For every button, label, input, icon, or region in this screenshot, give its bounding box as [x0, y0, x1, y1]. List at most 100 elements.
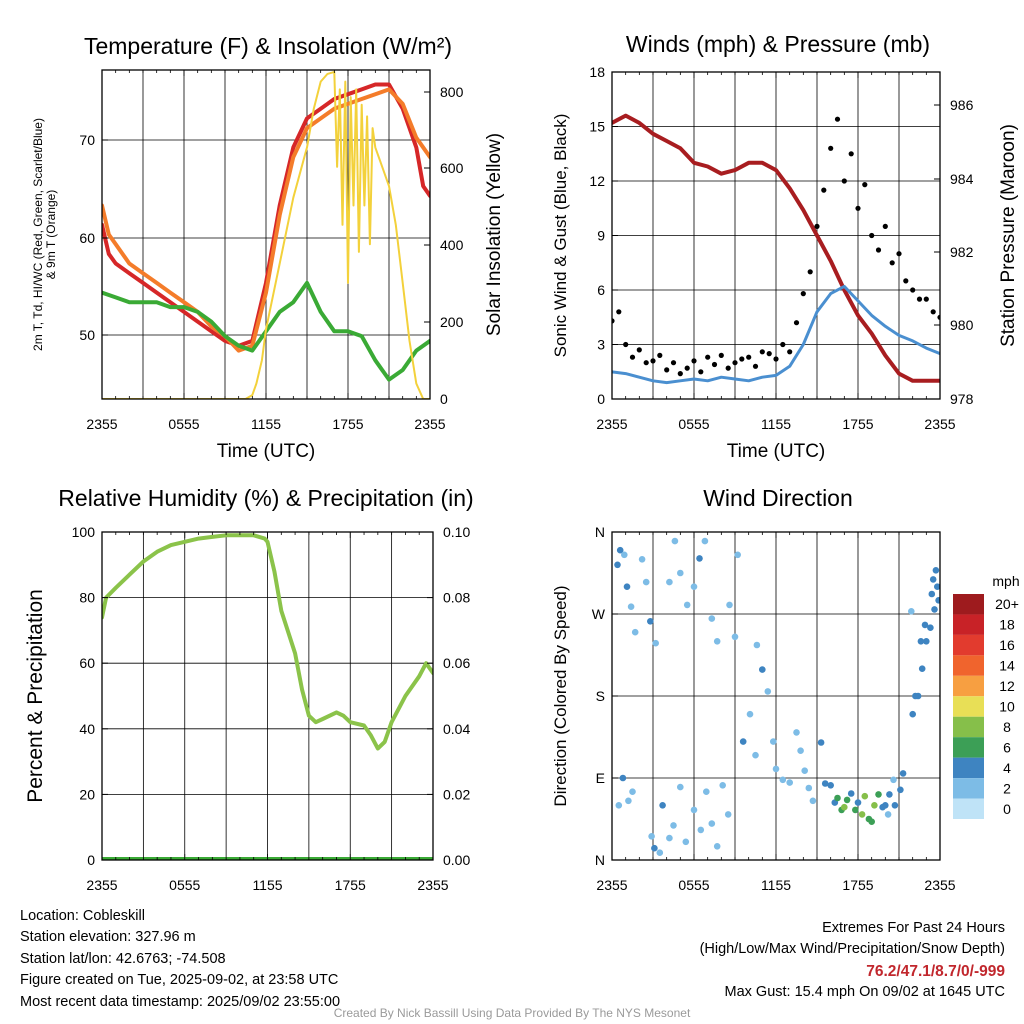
direction-point: [670, 822, 677, 829]
direction-point: [616, 546, 624, 554]
gust-point: [650, 358, 656, 364]
y-tick-label-left: E: [596, 770, 605, 786]
direction-point: [746, 710, 754, 718]
y-tick-label-right: 978: [950, 391, 974, 407]
direction-point: [797, 747, 804, 754]
gust-point: [793, 320, 800, 326]
x-tick-label: 1155: [251, 416, 281, 432]
colorbar-swatch: [953, 655, 984, 676]
direction-point: [921, 621, 929, 629]
x-tick-label: 1755: [335, 877, 366, 893]
direction-point: [772, 765, 780, 773]
direction-point: [786, 779, 793, 786]
direction-point: [726, 601, 733, 609]
gust-point: [855, 205, 861, 211]
x-tick-label: 1155: [252, 877, 282, 893]
direction-point: [666, 578, 673, 586]
direction-point: [648, 833, 655, 840]
direction-point: [724, 811, 732, 818]
y-tick-label-left: 3: [597, 337, 605, 353]
direction-point: [619, 774, 627, 782]
direction-point: [770, 738, 777, 745]
extremes-title: Extremes For Past 24 Hours: [822, 920, 1005, 936]
direction-point: [932, 567, 940, 574]
gust-point: [773, 356, 779, 362]
colorbar-label: 10: [999, 699, 1015, 715]
direction-point: [847, 790, 855, 797]
y-axis-label-left-line2: & 9m T (Orange): [44, 190, 58, 280]
y-axis-label-left: Sonic Wind & Gust (Blue, Black): [551, 114, 570, 358]
colorbar-label: 8: [1003, 719, 1011, 735]
series-line-0: [102, 533, 433, 751]
gust-point: [869, 232, 875, 239]
direction-point: [677, 569, 684, 577]
gust-point: [807, 269, 813, 275]
direction-point: [917, 638, 925, 645]
y-tick-label-left: 40: [79, 721, 95, 737]
direction-point: [805, 784, 813, 792]
y-tick-label-left: 50: [79, 327, 95, 343]
direction-point: [934, 583, 940, 590]
colorbar-swatch: [953, 696, 984, 717]
colorbar-swatch: [953, 614, 984, 635]
colorbar-label: 14: [999, 658, 1015, 674]
plot-winds-data: [612, 113, 940, 385]
gust-point: [732, 360, 738, 366]
direction-point: [708, 615, 716, 622]
y-axis-label-right: Station Pressure (Maroon): [998, 124, 1019, 347]
gust-point: [759, 349, 765, 355]
y-tick-label-left: 12: [589, 173, 605, 189]
direction-point: [625, 797, 632, 805]
direction-point: [713, 638, 721, 645]
y-axis-label-left: Direction (Colored By Speed): [551, 585, 570, 806]
panel-title-humidity: Relative Humidity (%) & Precipitation (i…: [58, 485, 473, 511]
y-tick-label-right: 986: [950, 97, 974, 113]
direction-point: [629, 788, 636, 795]
plot-humidity-data: [102, 533, 433, 860]
series-line-1: [102, 87, 430, 353]
direction-point: [615, 802, 623, 809]
x-tick-label: 2355: [596, 877, 627, 893]
colorbar-label: 12: [999, 678, 1015, 694]
direction-point: [935, 597, 940, 604]
y-tick-label-right: 984: [950, 171, 974, 187]
plot-temperature-data: [102, 70, 430, 399]
y-axis-label-left: Percent & Precipitation: [24, 589, 47, 803]
y-tick-label-right: 0.10: [443, 524, 470, 540]
panel-title-winds: Winds (mph) & Pressure (mb): [626, 31, 930, 57]
frame-layer: [101, 69, 941, 861]
y-tick-label-left: 100: [72, 524, 96, 540]
gust-point: [930, 309, 936, 315]
direction-point: [642, 578, 650, 586]
gust-point: [834, 116, 841, 122]
direction-point: [882, 802, 889, 809]
gust-point: [684, 365, 690, 371]
colorbar-swatch: [953, 716, 984, 738]
direction-point: [875, 791, 882, 798]
gust-point: [910, 287, 916, 293]
direction-point: [719, 782, 726, 789]
direction-point: [697, 826, 705, 834]
x-tick-label: 0555: [168, 416, 199, 432]
x-tick-label: 0555: [678, 416, 709, 432]
direction-point: [671, 537, 679, 545]
x-tick-label: 0555: [169, 877, 200, 893]
direction-point: [890, 776, 897, 784]
direction-point: [696, 555, 703, 562]
extremes-box: Extremes For Past 24 Hours (High/Low/Max…: [700, 918, 1005, 1004]
direction-point: [858, 811, 866, 818]
panel-title-direction: Wind Direction: [703, 485, 853, 511]
plot-frame: [101, 69, 431, 400]
y-axis-label-left: 2m T, Td, HI/WC (Red, Green, Scarlet/Blu…: [31, 118, 58, 351]
y-tick-label-right: 400: [440, 237, 464, 253]
direction-point: [897, 786, 904, 794]
direction-point: [821, 780, 829, 787]
series-line-0: [612, 113, 940, 383]
gust-point: [821, 187, 827, 193]
latlon-text: Station lat/lon: 42.6763; -74.508: [20, 950, 226, 967]
y-tick-label-right: 0.02: [443, 786, 470, 802]
gust-point: [725, 365, 731, 371]
colorbar-label: 16: [999, 637, 1015, 653]
gust-point: [664, 367, 670, 373]
gust-point: [841, 178, 847, 184]
